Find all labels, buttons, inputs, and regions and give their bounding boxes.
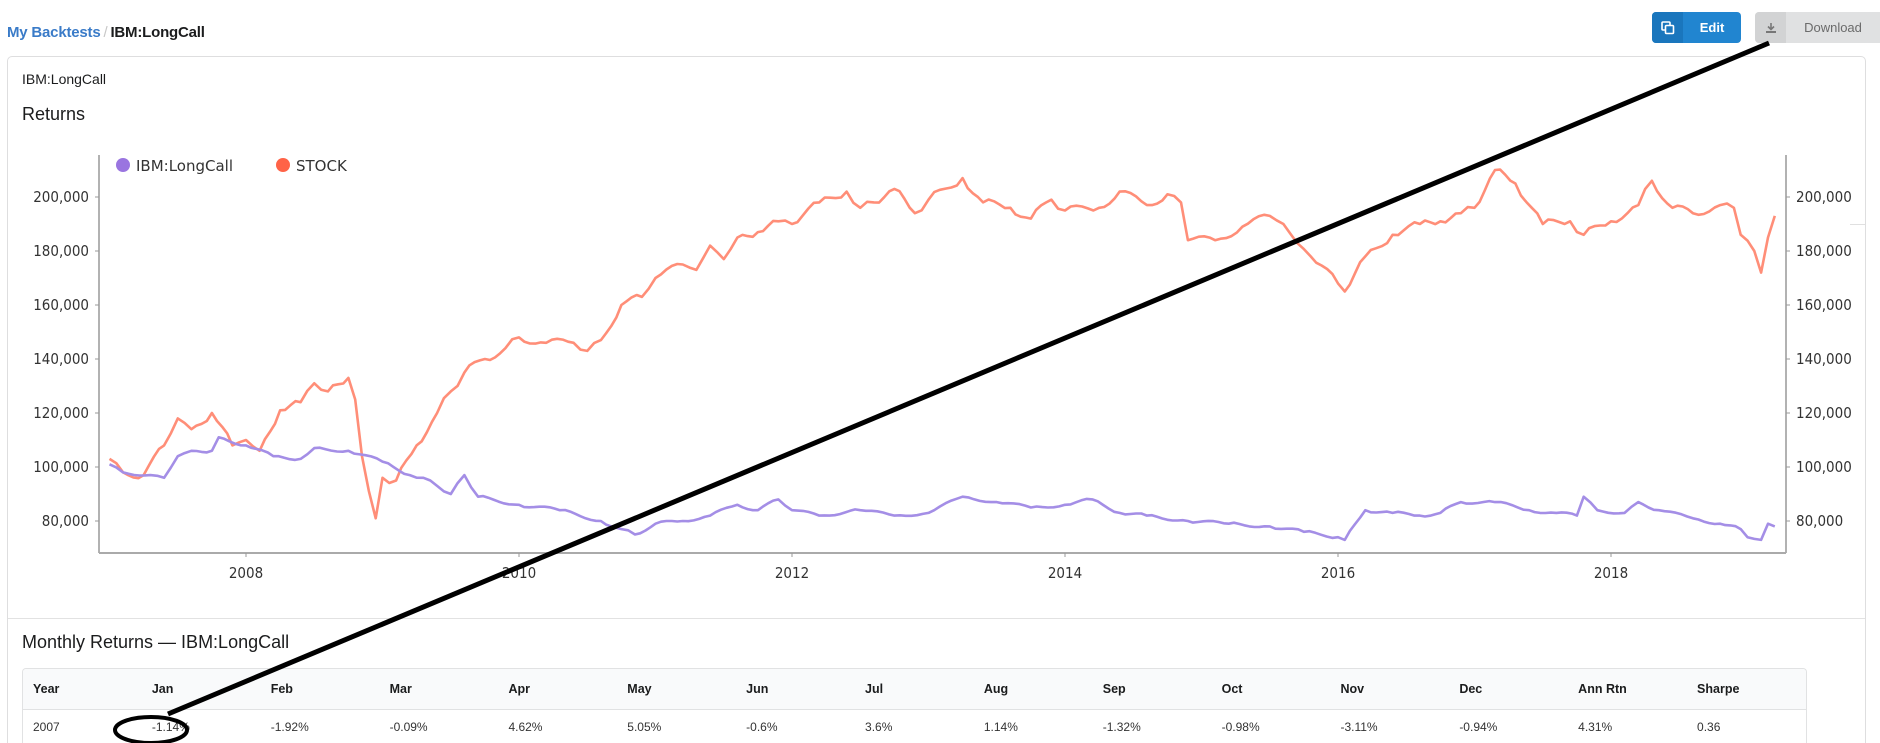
table-cell-jul: 3.6% xyxy=(865,720,893,735)
table-cell-mar: -0.09% xyxy=(389,720,428,735)
card-edge-tick xyxy=(1850,224,1865,225)
y-tick-label-right: 100,000 xyxy=(1796,458,1852,476)
x-tick-label: 2014 xyxy=(1048,564,1082,582)
legend-label-stock: STOCK xyxy=(296,157,348,175)
table-cell-ann-rtn: 4.31% xyxy=(1578,720,1613,735)
monthly-returns-title: Monthly Returns — IBM:LongCall xyxy=(22,632,290,652)
y-tick-label-left: 180,000 xyxy=(33,242,89,260)
column-header-sep[interactable]: Sep xyxy=(1092,669,1212,710)
y-tick-label-left: 80,000 xyxy=(42,512,89,530)
column-header-feb[interactable]: Feb xyxy=(260,669,380,710)
y-tick-label-right: 120,000 xyxy=(1796,404,1852,422)
y-tick-label-right: 200,000 xyxy=(1796,188,1852,206)
download-button[interactable]: Download xyxy=(1755,12,1880,43)
table-header-row: Year Jan Feb Mar Apr May Jun Jul Aug Sep Oct Nov Dec… xyxy=(23,669,1806,710)
table-cell-may: 5.05% xyxy=(627,720,662,735)
breadcrumb-my-backtests-link[interactable]: My Backtests xyxy=(7,24,101,41)
x-tick-label: 2016 xyxy=(1321,564,1355,582)
y-tick-label-left: 120,000 xyxy=(33,404,89,422)
column-header-aug[interactable]: Aug xyxy=(973,669,1093,710)
edit-button-label: Edit xyxy=(1699,20,1725,35)
section-divider xyxy=(8,618,1865,619)
x-tick-label: 2008 xyxy=(229,564,263,582)
download-icon xyxy=(1755,12,1786,43)
y-tick-label-right: 140,000 xyxy=(1796,350,1852,368)
legend-label-strategy: IBM:LongCall xyxy=(136,157,233,175)
column-header-mar[interactable]: Mar xyxy=(379,669,499,710)
copy-icon xyxy=(1652,12,1683,43)
column-header-ann-rtn[interactable]: Ann Rtn xyxy=(1568,669,1688,710)
column-header-dec[interactable]: Dec xyxy=(1449,669,1569,710)
y-tick-label-right: 160,000 xyxy=(1796,296,1852,314)
y-tick-label-left: 160,000 xyxy=(33,296,89,314)
breadcrumb: My Backtests / IBM:LongCall xyxy=(7,24,205,41)
y-tick-label-right: 80,000 xyxy=(1796,512,1843,530)
breadcrumb-separator: / xyxy=(103,24,108,41)
table-cell-apr: 4.62% xyxy=(508,720,543,735)
legend-dot-stock-icon xyxy=(276,158,290,172)
column-header-jul[interactable]: Jul xyxy=(855,669,974,710)
table-cell-year: 2007 xyxy=(33,720,60,735)
table-cell-feb: -1.92% xyxy=(270,720,309,735)
chart-lines xyxy=(108,168,1777,542)
x-tick-label: 2012 xyxy=(775,564,809,582)
table-cell-aug: 1.14% xyxy=(983,720,1018,735)
returns-chart: IBM:LongCall STOCK 80,000 80,000 100,000 10… xyxy=(33,155,1852,582)
chart-legend: IBM:LongCall STOCK xyxy=(116,157,348,175)
table-cell-jun: -0.6% xyxy=(746,720,778,735)
download-button-label: Download xyxy=(1804,20,1862,35)
column-header-nov[interactable]: Nov xyxy=(1330,669,1450,710)
legend-dot-strategy-icon xyxy=(116,158,130,172)
legend-item-stock[interactable]: STOCK xyxy=(276,157,348,175)
table-cell-sharpe: 0.36 xyxy=(1697,720,1721,735)
chart-axes: 80,000 80,000 100,000 100,000 120,000 120,000… xyxy=(33,155,1852,582)
table-cell-oct: -0.98% xyxy=(1221,720,1260,735)
strategy-line xyxy=(108,436,1776,542)
column-header-may[interactable]: May xyxy=(617,669,737,710)
column-header-sharpe[interactable]: Sharpe xyxy=(1687,669,1806,710)
breadcrumb-current: IBM:LongCall xyxy=(110,24,205,41)
y-tick-label-right: 180,000 xyxy=(1796,242,1852,260)
stock-line xyxy=(108,168,1777,520)
table-cell-nov: -3.11% xyxy=(1340,720,1378,735)
legend-item-ibm-longcall[interactable]: IBM:LongCall xyxy=(116,157,233,175)
table-body: 2007 -1.14% -1.92% -0.09% 4.62% 5.05% -0.6% 3.6… xyxy=(23,709,1806,743)
x-tick-label: 2010 xyxy=(502,564,536,582)
column-header-jun[interactable]: Jun xyxy=(736,669,856,710)
table-row: 2007 -1.14% -1.92% -0.09% 4.62% 5.05% -0.6% 3.6… xyxy=(23,709,1806,743)
column-header-apr[interactable]: Apr xyxy=(498,669,618,710)
column-header-year[interactable]: Year xyxy=(23,669,142,710)
table-cell-dec: -0.94% xyxy=(1459,720,1498,735)
table-cell-jan: -1.14% xyxy=(151,720,190,735)
card-title: IBM:LongCall xyxy=(22,71,107,87)
column-header-jan[interactable]: Jan xyxy=(141,669,261,710)
edit-button[interactable]: Edit xyxy=(1652,12,1741,43)
x-tick-label: 2018 xyxy=(1594,564,1628,582)
table-cell-sep: -1.32% xyxy=(1102,720,1141,735)
monthly-returns-table: Year Jan Feb Mar Apr May Jun Jul Aug Sep Oct Nov Dec… xyxy=(22,668,1807,743)
y-tick-label-left: 140,000 xyxy=(33,350,89,368)
returns-title: Returns xyxy=(22,104,86,124)
y-tick-label-left: 200,000 xyxy=(33,188,89,206)
column-header-oct[interactable]: Oct xyxy=(1211,669,1331,710)
y-tick-label-left: 100,000 xyxy=(33,458,89,476)
